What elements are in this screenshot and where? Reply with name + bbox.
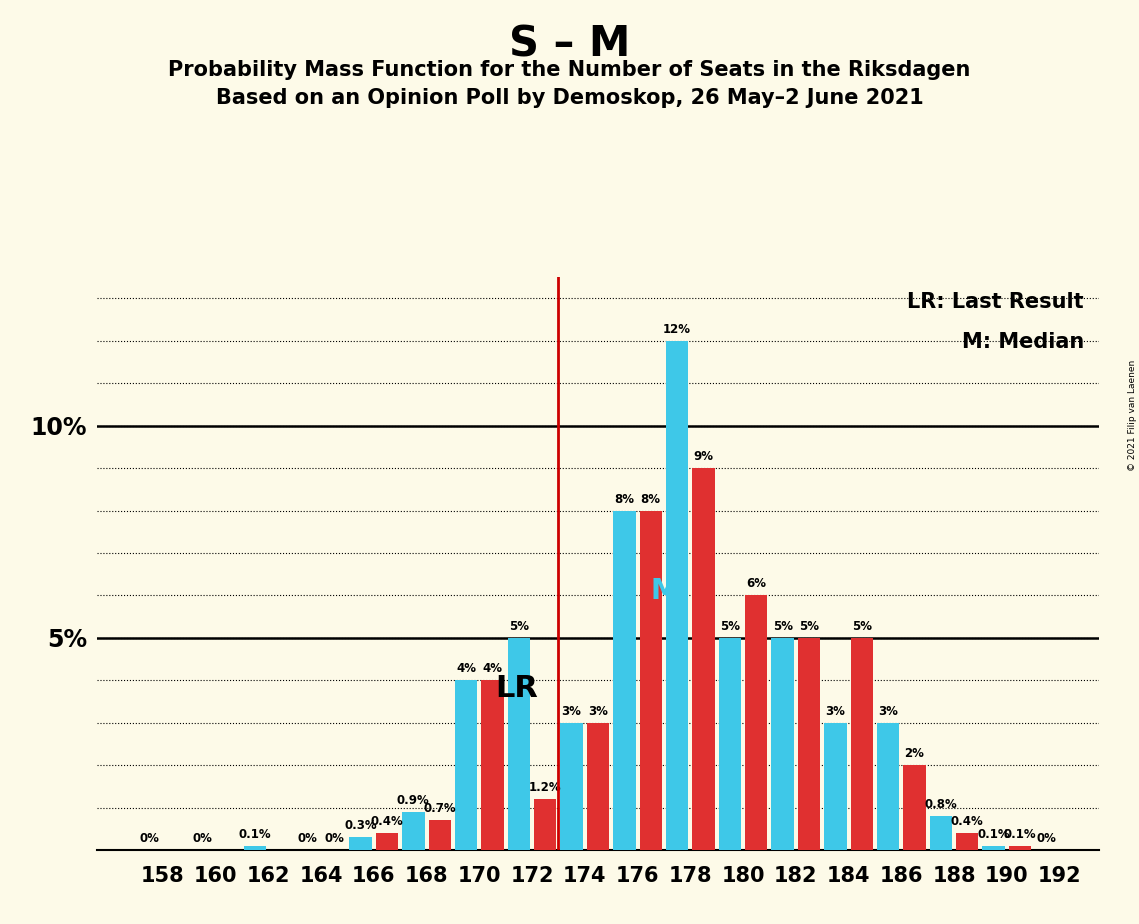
Text: 3%: 3% xyxy=(826,705,845,718)
Bar xyxy=(428,821,451,850)
Text: 3%: 3% xyxy=(878,705,898,718)
Text: 0.8%: 0.8% xyxy=(925,798,957,811)
Text: 6%: 6% xyxy=(746,578,767,590)
Text: 0.1%: 0.1% xyxy=(977,828,1010,841)
Bar xyxy=(666,341,688,850)
Bar xyxy=(639,511,662,850)
Text: M: Median: M: Median xyxy=(961,332,1084,352)
Bar xyxy=(454,680,477,850)
Text: S – M: S – M xyxy=(509,23,630,65)
Bar xyxy=(983,845,1005,850)
Bar xyxy=(560,723,583,850)
Text: 5%: 5% xyxy=(798,620,819,633)
Text: 0.4%: 0.4% xyxy=(951,815,984,828)
Text: 5%: 5% xyxy=(772,620,793,633)
Text: 0%: 0% xyxy=(140,832,159,845)
Bar xyxy=(350,837,371,850)
Bar xyxy=(482,680,503,850)
Bar xyxy=(877,723,900,850)
Text: 0.3%: 0.3% xyxy=(344,820,377,833)
Text: LR: Last Result: LR: Last Result xyxy=(908,292,1084,311)
Text: 2%: 2% xyxy=(904,748,925,760)
Text: 5%: 5% xyxy=(852,620,871,633)
Text: 0.7%: 0.7% xyxy=(424,802,456,815)
Text: 4%: 4% xyxy=(483,663,502,675)
Bar xyxy=(402,812,425,850)
Text: M: M xyxy=(650,578,678,605)
Bar xyxy=(745,595,768,850)
Text: Probability Mass Function for the Number of Seats in the Riksdagen: Probability Mass Function for the Number… xyxy=(169,60,970,80)
Text: 0%: 0% xyxy=(298,832,318,845)
Text: 1.2%: 1.2% xyxy=(528,781,562,794)
Text: Based on an Opinion Poll by Demoskop, 26 May–2 June 2021: Based on an Opinion Poll by Demoskop, 26… xyxy=(215,88,924,108)
Text: LR: LR xyxy=(494,675,538,703)
Text: 3%: 3% xyxy=(588,705,608,718)
Text: 0.4%: 0.4% xyxy=(370,815,403,828)
Text: 5%: 5% xyxy=(509,620,528,633)
Bar xyxy=(956,833,978,850)
Text: 12%: 12% xyxy=(663,322,691,335)
Text: 0%: 0% xyxy=(1036,832,1056,845)
Text: 9%: 9% xyxy=(694,450,713,463)
Bar xyxy=(851,638,872,850)
Bar xyxy=(771,638,794,850)
Bar xyxy=(693,468,714,850)
Bar xyxy=(376,833,399,850)
Bar xyxy=(244,845,267,850)
Text: 0%: 0% xyxy=(192,832,212,845)
Text: 8%: 8% xyxy=(641,492,661,505)
Bar xyxy=(534,799,557,850)
Text: 4%: 4% xyxy=(456,663,476,675)
Text: 8%: 8% xyxy=(614,492,634,505)
Text: 3%: 3% xyxy=(562,705,582,718)
Bar xyxy=(929,816,952,850)
Bar xyxy=(587,723,609,850)
Text: © 2021 Filip van Laenen: © 2021 Filip van Laenen xyxy=(1128,360,1137,471)
Bar xyxy=(613,511,636,850)
Text: 0.1%: 0.1% xyxy=(1003,828,1036,841)
Text: 0%: 0% xyxy=(325,832,344,845)
Bar xyxy=(508,638,530,850)
Bar xyxy=(1009,845,1031,850)
Text: 0.1%: 0.1% xyxy=(239,828,271,841)
Bar xyxy=(797,638,820,850)
Bar xyxy=(825,723,846,850)
Text: 5%: 5% xyxy=(720,620,740,633)
Text: 0.9%: 0.9% xyxy=(398,794,429,807)
Bar xyxy=(903,765,926,850)
Bar xyxy=(719,638,741,850)
